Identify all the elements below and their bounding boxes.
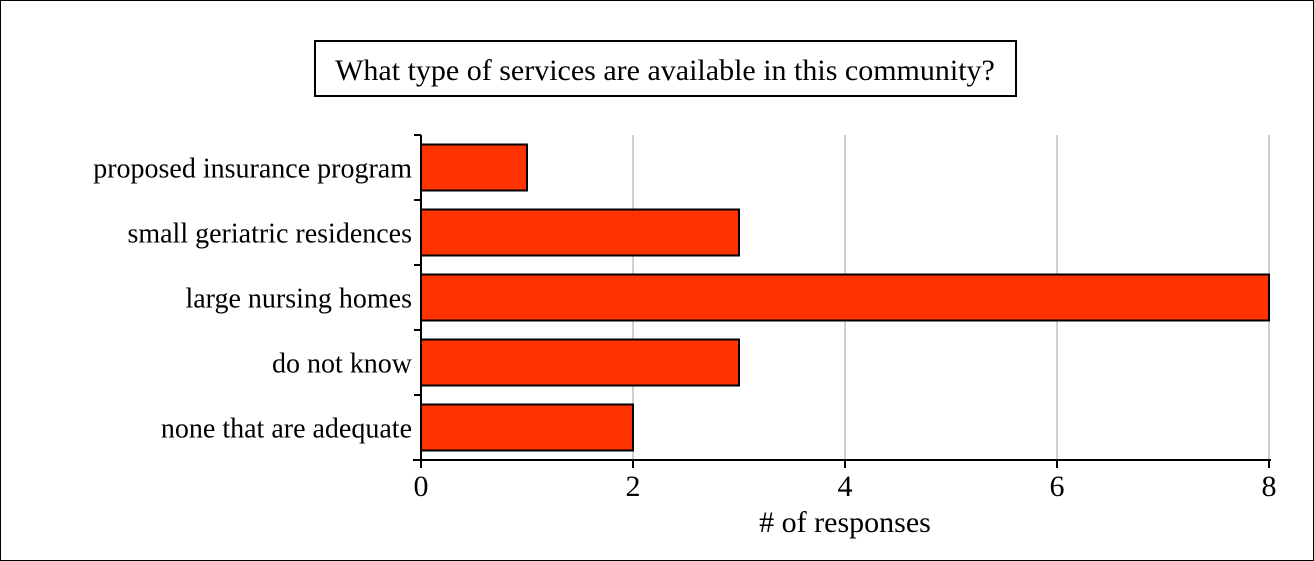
bar: [420, 273, 1270, 322]
bar: [420, 143, 528, 192]
bars: [420, 143, 1270, 452]
axes: [413, 134, 1271, 468]
bar: [420, 338, 740, 387]
x-tick-label: 6: [1050, 470, 1065, 503]
x-tick-labels: 0 2 4 6 8: [414, 470, 1277, 503]
x-tick-label: 4: [838, 470, 853, 503]
bar: [420, 403, 634, 452]
chart-title: What type of services are available in t…: [335, 54, 995, 87]
category-label: small geriatric residences: [127, 219, 412, 250]
category-label: large nursing homes: [185, 284, 412, 315]
category-label: do not know: [272, 349, 413, 380]
category-label: none that are adequate: [161, 414, 412, 445]
category-labels: proposed insurance program small geriatri…: [93, 154, 413, 445]
x-tick-label: 0: [414, 470, 429, 503]
x-tick-label: 8: [1262, 470, 1277, 503]
bar: [420, 208, 740, 257]
category-label: proposed insurance program: [93, 154, 412, 185]
x-tick-label: 2: [626, 470, 641, 503]
x-axis-label: # of responses: [759, 506, 931, 539]
chart-title-box: [314, 40, 1017, 97]
